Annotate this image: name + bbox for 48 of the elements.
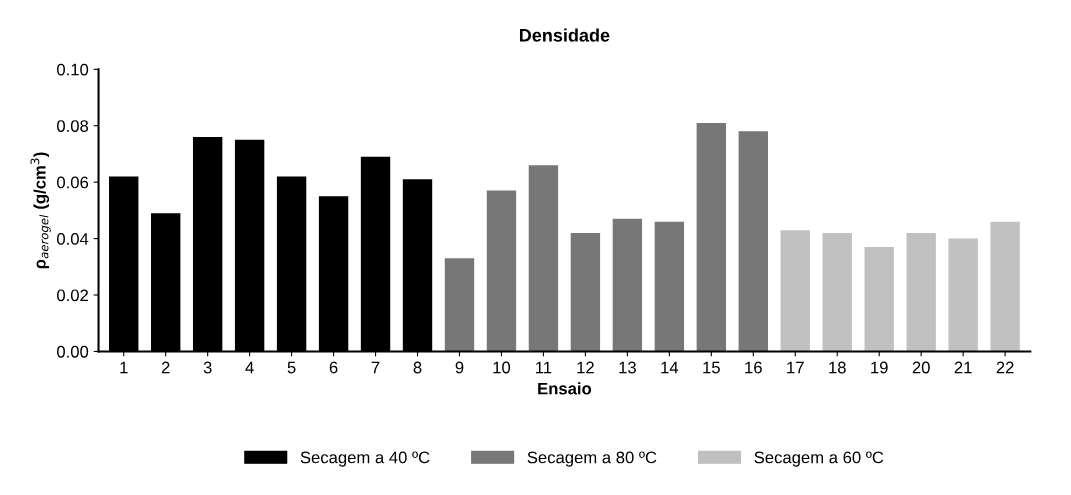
y-tick-label: 0.02 xyxy=(57,289,88,302)
bar xyxy=(780,230,810,352)
bar xyxy=(528,165,559,352)
bar xyxy=(906,232,936,352)
bar xyxy=(948,238,978,352)
y-tick-label: 0.00 xyxy=(57,345,89,358)
x-tick-label: 8 xyxy=(413,361,422,374)
x-tick-label: 20 xyxy=(912,361,930,374)
chart-title: Densidade xyxy=(519,28,610,42)
legend-label: Secagem a 60 ºC xyxy=(754,451,884,467)
x-tick-label: 12 xyxy=(577,361,594,374)
y-tick-label: 0.06 xyxy=(57,176,89,189)
x-axis-title: Ensaio xyxy=(538,382,592,395)
x-tick-label: 22 xyxy=(996,361,1014,374)
x-tick-label: 6 xyxy=(329,361,338,374)
x-tick-label: 15 xyxy=(703,361,720,374)
y-tick-label: 0.08 xyxy=(57,120,89,132)
x-tick-label: 14 xyxy=(661,361,679,374)
bar xyxy=(738,131,768,352)
bar xyxy=(612,218,643,352)
bar xyxy=(990,221,1020,352)
x-tick-label: 16 xyxy=(745,361,762,374)
bar xyxy=(822,232,852,352)
x-tick-label: 2 xyxy=(161,361,170,374)
x-tick-label: 4 xyxy=(245,361,254,374)
x-tick-label: 17 xyxy=(787,361,804,374)
y-tick-label: 0.04 xyxy=(57,232,89,245)
x-tick-label: 5 xyxy=(287,361,296,374)
bar xyxy=(696,122,727,352)
x-tick-label: 11 xyxy=(536,361,552,374)
bar xyxy=(486,190,517,352)
x-tick-label: 18 xyxy=(829,361,846,374)
y-tick-label: 0.10 xyxy=(57,63,89,76)
bar xyxy=(864,247,894,352)
x-tick-label: 7 xyxy=(371,361,380,374)
bar xyxy=(570,232,601,352)
legend-label: Secagem a 40 ºC xyxy=(300,451,430,467)
x-tick-label: 13 xyxy=(619,361,636,374)
legend-label: Secagem a 80 ºC xyxy=(527,451,657,467)
x-tick-label: 3 xyxy=(203,361,212,374)
x-tick-label: 1 xyxy=(120,361,128,374)
bar xyxy=(444,258,475,352)
x-tick-label: 19 xyxy=(871,361,888,374)
x-tick-label: 9 xyxy=(455,361,464,374)
x-tick-label: 21 xyxy=(954,361,972,374)
x-tick-label: 10 xyxy=(493,361,511,374)
y-axis-title: ρ$_{aerogel}$ (g/cm$^{3}$) xyxy=(30,152,51,269)
bar xyxy=(654,221,685,352)
